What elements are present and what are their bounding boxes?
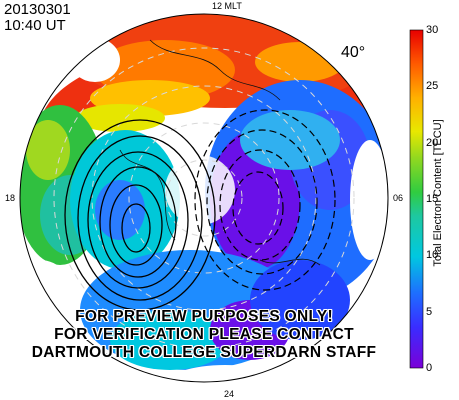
time-label: 10:40 UT [4, 17, 66, 34]
mlt-label-bottom: 24 [224, 389, 235, 399]
mlt-label-right: 06 [393, 193, 404, 203]
colorbar-tick-label: 15 [426, 193, 439, 205]
potential-contours-dashed [194, 109, 336, 291]
watermark-line-2: FOR VERIFICATION PLEASE CONTACT [54, 326, 354, 343]
watermark-line-3: DARTMOUTH COLLEGE SUPERDARN STAFF [31, 344, 377, 361]
mlt-label-left: 18 [5, 193, 16, 203]
colorbar-tick-label: 10 [426, 249, 439, 262]
colorbar-tick-label: 25 [426, 80, 439, 93]
colorbar-tick-label: 30 [426, 24, 439, 36]
potential-contours [64, 119, 216, 311]
colorbar-tick-label: 20 [426, 136, 439, 149]
latitude-circles [53, 47, 355, 349]
colorbar [409, 29, 424, 369]
date-label: 20130301 [4, 1, 71, 18]
colorbar-tick-label: 5 [426, 305, 433, 318]
latitude-label: 40° [341, 44, 366, 61]
colorbar-tick-label: 0 [426, 362, 433, 374]
mlt-label-top: 12 MLT [212, 1, 242, 11]
map-border [19, 13, 389, 383]
watermark-line-1: FOR PREVIEW PURPOSES ONLY! [75, 308, 333, 325]
coastlines [119, 39, 321, 266]
